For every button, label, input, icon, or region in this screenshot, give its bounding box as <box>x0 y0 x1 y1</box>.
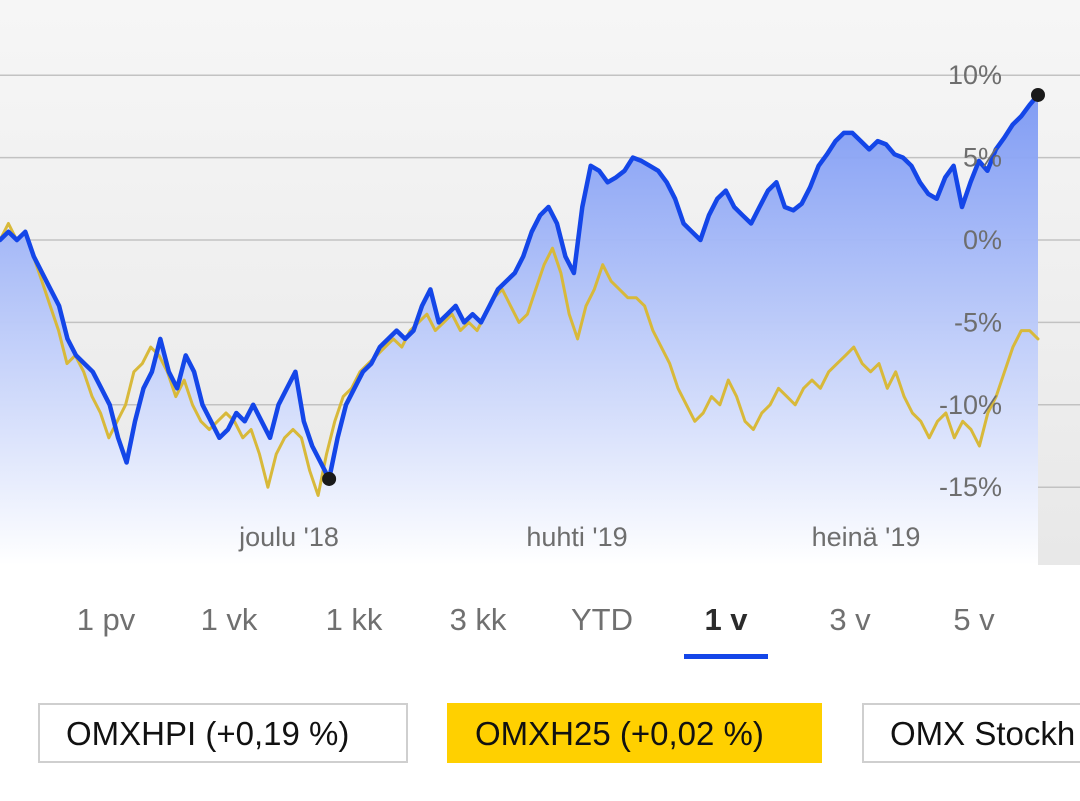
y-tick-label: 5% <box>963 143 1002 173</box>
chart-area: 10% 5% 0% -5% -10% -15% joulu '18 huhti '19 hei… <box>0 0 1080 565</box>
y-tick-label: -5% <box>954 307 1002 337</box>
x-tick-label: heinä '19 <box>812 522 921 552</box>
line-chart: 10% 5% 0% -5% -10% -15% joulu '18 huhti '19 hei… <box>0 60 1080 565</box>
index-chip-omx-stockholm[interactable]: OMX Stockh <box>862 703 1080 763</box>
tab-3-months[interactable]: 3 kk <box>449 602 507 637</box>
tab-5-years[interactable]: 5 v <box>953 602 995 637</box>
y-tick-label: 10% <box>948 60 1002 90</box>
series-line-omxh25 <box>0 222 1040 497</box>
y-tick-label: 0% <box>963 225 1002 255</box>
series-line-omxhpi <box>0 92 1041 482</box>
y-tick-label: -15% <box>939 472 1002 502</box>
tab-1-year[interactable]: 1 v <box>704 602 748 637</box>
index-chip-omxh25[interactable]: OMXH25 (+0,02 %) <box>447 703 822 763</box>
y-tick-label: -10% <box>939 390 1002 420</box>
min-point-marker <box>322 471 337 486</box>
area-fill-omxhpi <box>0 95 1038 565</box>
tab-1-week[interactable]: 1 vk <box>200 602 258 637</box>
active-tab-indicator <box>684 654 768 659</box>
index-chip-omxhpi[interactable]: OMXHPI (+0,19 %) <box>38 703 408 763</box>
x-tick-label: huhti '19 <box>526 522 627 552</box>
x-tick-label: joulu '18 <box>238 522 339 552</box>
tab-3-years[interactable]: 3 v <box>829 602 871 637</box>
time-range-tabs: 1 pv 1 vk 1 kk 3 kk YTD 1 v 3 v 5 v <box>0 590 1080 660</box>
tab-ytd[interactable]: YTD <box>571 602 633 637</box>
last-point-marker <box>1031 87 1045 102</box>
tab-1-day[interactable]: 1 pv <box>76 602 136 637</box>
tab-1-month[interactable]: 1 kk <box>325 602 383 637</box>
